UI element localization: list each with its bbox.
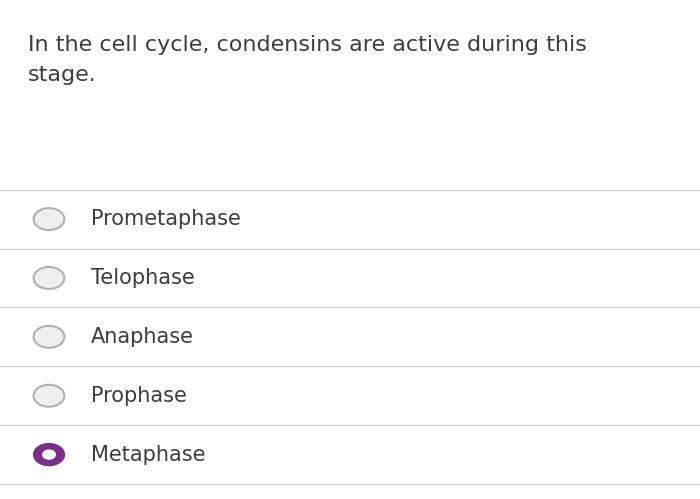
Text: Metaphase: Metaphase [91, 445, 206, 465]
Text: Anaphase: Anaphase [91, 327, 194, 347]
Circle shape [34, 209, 64, 230]
Circle shape [34, 267, 64, 288]
Text: Telophase: Telophase [91, 268, 195, 288]
Circle shape [34, 444, 64, 466]
Circle shape [43, 450, 55, 459]
Text: Prophase: Prophase [91, 386, 187, 406]
Text: Prometaphase: Prometaphase [91, 209, 241, 229]
Circle shape [34, 385, 64, 406]
Circle shape [34, 326, 64, 347]
Text: In the cell cycle, condensins are active during this
stage.: In the cell cycle, condensins are active… [28, 35, 587, 84]
